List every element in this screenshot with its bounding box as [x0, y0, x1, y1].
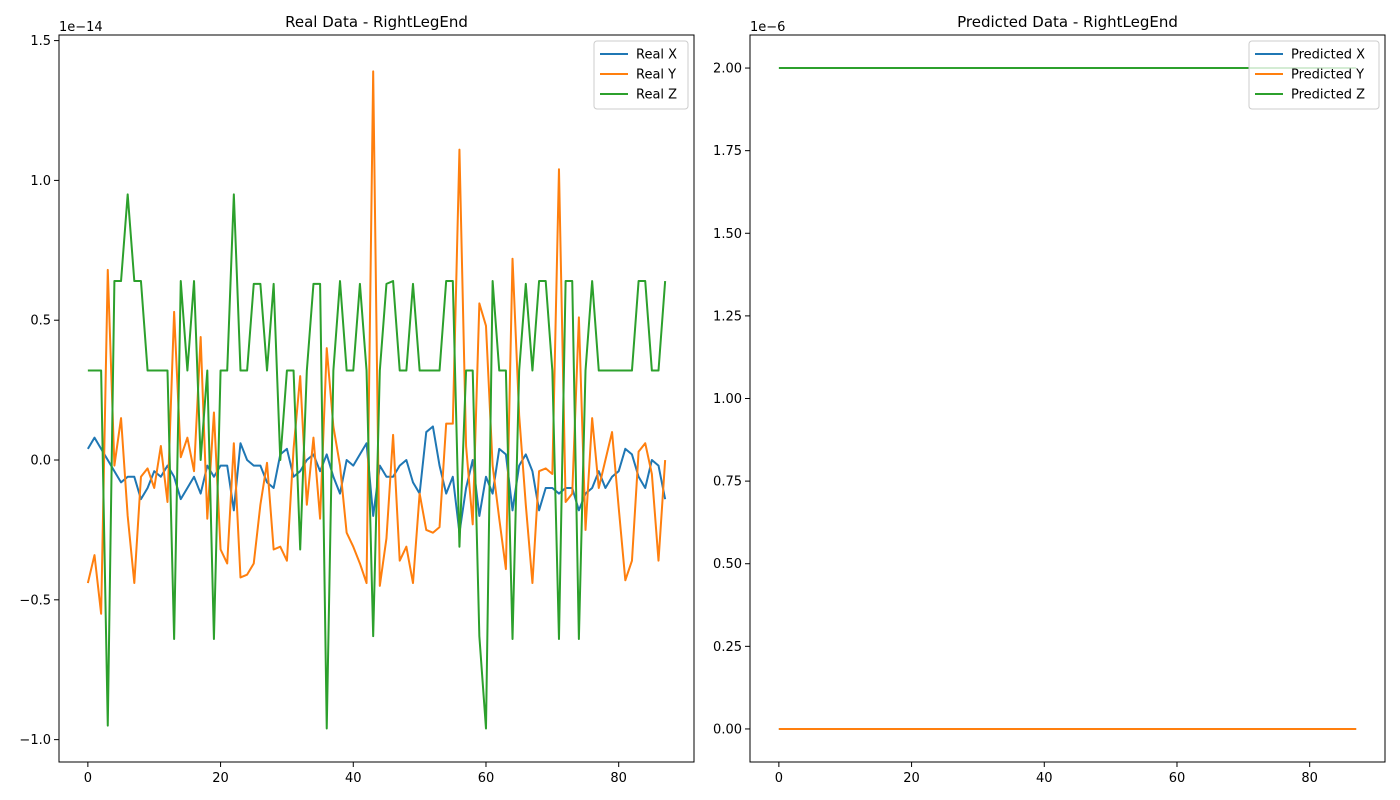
- y-tick-label: 1.50: [713, 227, 742, 242]
- y-tick-label: 0.50: [713, 557, 742, 572]
- x-tick-label: 20: [903, 771, 920, 786]
- series-layer: [86, 70, 667, 730]
- y-tick-label: 0.0: [30, 454, 51, 469]
- legend-label: Predicted Z: [1291, 88, 1365, 103]
- x-axis: 0 20 40 60 80: [775, 762, 1318, 786]
- legend-box: [1248, 40, 1380, 110]
- x-tick-label: 80: [1301, 771, 1318, 786]
- y-tick-label: −0.5: [19, 593, 51, 608]
- y-tick-label: 0.25: [713, 640, 742, 655]
- real-data-chart: Real Data - RightLegEnd 1e−14 0 20 40 60 80 …: [19, 13, 695, 786]
- x-tick-label: 0: [775, 771, 783, 786]
- chart-title: Real Data - RightLegEnd: [285, 13, 468, 31]
- legend: Real X Real Y Real Z: [593, 40, 689, 110]
- x-tick-label: 40: [1036, 771, 1053, 786]
- x-tick-label: 0: [84, 771, 92, 786]
- x-tick-label: 40: [345, 771, 362, 786]
- x-tick-label: 60: [1169, 771, 1186, 786]
- y-tick-label: 0.00: [713, 722, 742, 737]
- x-tick-label: 20: [212, 771, 229, 786]
- series-line-3: [87, 193, 667, 730]
- chart-title: Predicted Data - RightLegEnd: [957, 13, 1178, 31]
- x-axis: 0 20 40 60 80: [84, 762, 627, 786]
- y-tick-label: 0.75: [713, 475, 742, 490]
- legend-label: Predicted X: [1291, 48, 1365, 63]
- legend-label: Real X: [636, 48, 677, 63]
- y-exponent-label: 1e−6: [750, 20, 785, 35]
- legend-label: Real Y: [636, 68, 676, 83]
- y-tick-label: 2.00: [713, 62, 742, 77]
- legend-label: Real Z: [636, 88, 677, 103]
- legend-box: [593, 40, 689, 110]
- y-tick-label: −1.0: [19, 733, 51, 748]
- y-exponent-label: 1e−14: [59, 20, 103, 35]
- predicted-data-chart: Predicted Data - RightLegEnd 1e−6 0 20 40 6…: [713, 13, 1386, 786]
- y-tick-label: 1.5: [30, 34, 51, 49]
- series-line-2: [86, 70, 667, 615]
- y-tick-label: 1.00: [713, 392, 742, 407]
- y-tick-label: 0.5: [30, 314, 51, 329]
- y-tick-label: 1.25: [713, 309, 742, 324]
- y-tick-label: 1.0: [30, 174, 51, 189]
- y-tick-label: 1.75: [713, 144, 742, 159]
- x-tick-label: 80: [610, 771, 627, 786]
- y-axis: 0.00 0.25 0.50 0.75 1.00 1.25 1.50 1.75 2.00: [713, 62, 750, 737]
- x-tick-label: 60: [478, 771, 495, 786]
- legend-label: Predicted Y: [1291, 68, 1364, 83]
- y-axis: −1.0 −0.5 0.0 0.5 1.0 1.5: [19, 34, 59, 748]
- plot-frame: [58, 34, 695, 763]
- legend: Predicted X Predicted Y Predicted Z: [1248, 40, 1380, 110]
